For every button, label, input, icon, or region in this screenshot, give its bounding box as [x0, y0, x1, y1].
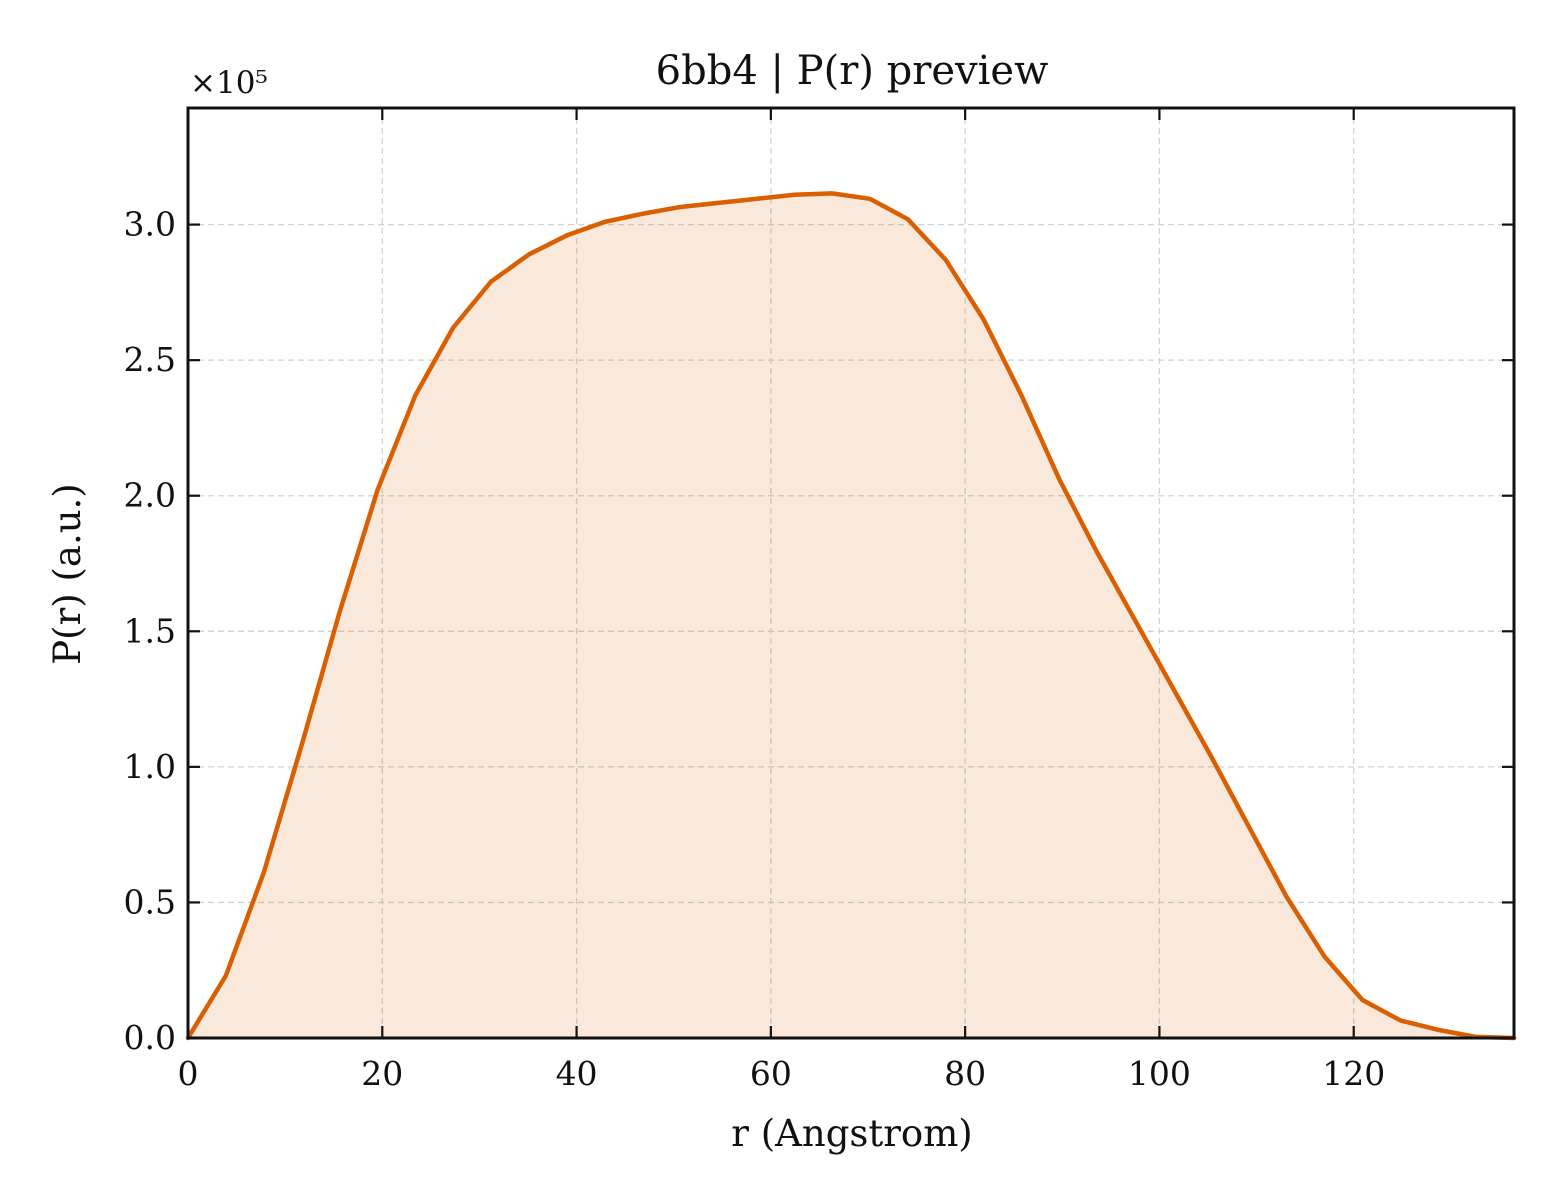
y-axis-offset-label: ×10⁵ — [190, 65, 268, 101]
x-axis-label: r (Angstrom) — [731, 1112, 972, 1155]
y-tick-label: 0.0 — [124, 1018, 176, 1057]
y-axis-label: P(r) (a.u.) — [46, 483, 89, 665]
y-tick-label: 1.0 — [124, 747, 176, 786]
pr-area-fill — [188, 193, 1514, 1038]
x-tick-label: 0 — [178, 1054, 199, 1093]
x-tick-label: 60 — [750, 1054, 792, 1093]
y-tick-label: 3.0 — [124, 205, 176, 244]
x-tick-label: 20 — [361, 1054, 403, 1093]
x-axis-ticks: 0 20 40 60 80 100 120 — [178, 108, 1385, 1093]
x-tick-label: 100 — [1128, 1054, 1191, 1093]
grid — [188, 108, 1514, 1038]
x-tick-label: 80 — [944, 1054, 986, 1093]
y-tick-label: 2.5 — [124, 340, 176, 379]
y-tick-label: 2.0 — [124, 476, 176, 515]
x-tick-label: 120 — [1322, 1054, 1385, 1093]
y-tick-label: 1.5 — [124, 611, 176, 650]
pr-series-line — [185, 191, 1517, 1041]
y-axis-ticks: 0.0 0.5 1.0 1.5 2.0 2.5 3.0 — [124, 205, 1514, 1057]
y-tick-label: 0.5 — [124, 882, 176, 921]
chart-title: 6bb4 | P(r) preview — [656, 48, 1049, 94]
x-tick-label: 40 — [556, 1054, 598, 1093]
plot-frame — [186, 106, 1516, 1040]
